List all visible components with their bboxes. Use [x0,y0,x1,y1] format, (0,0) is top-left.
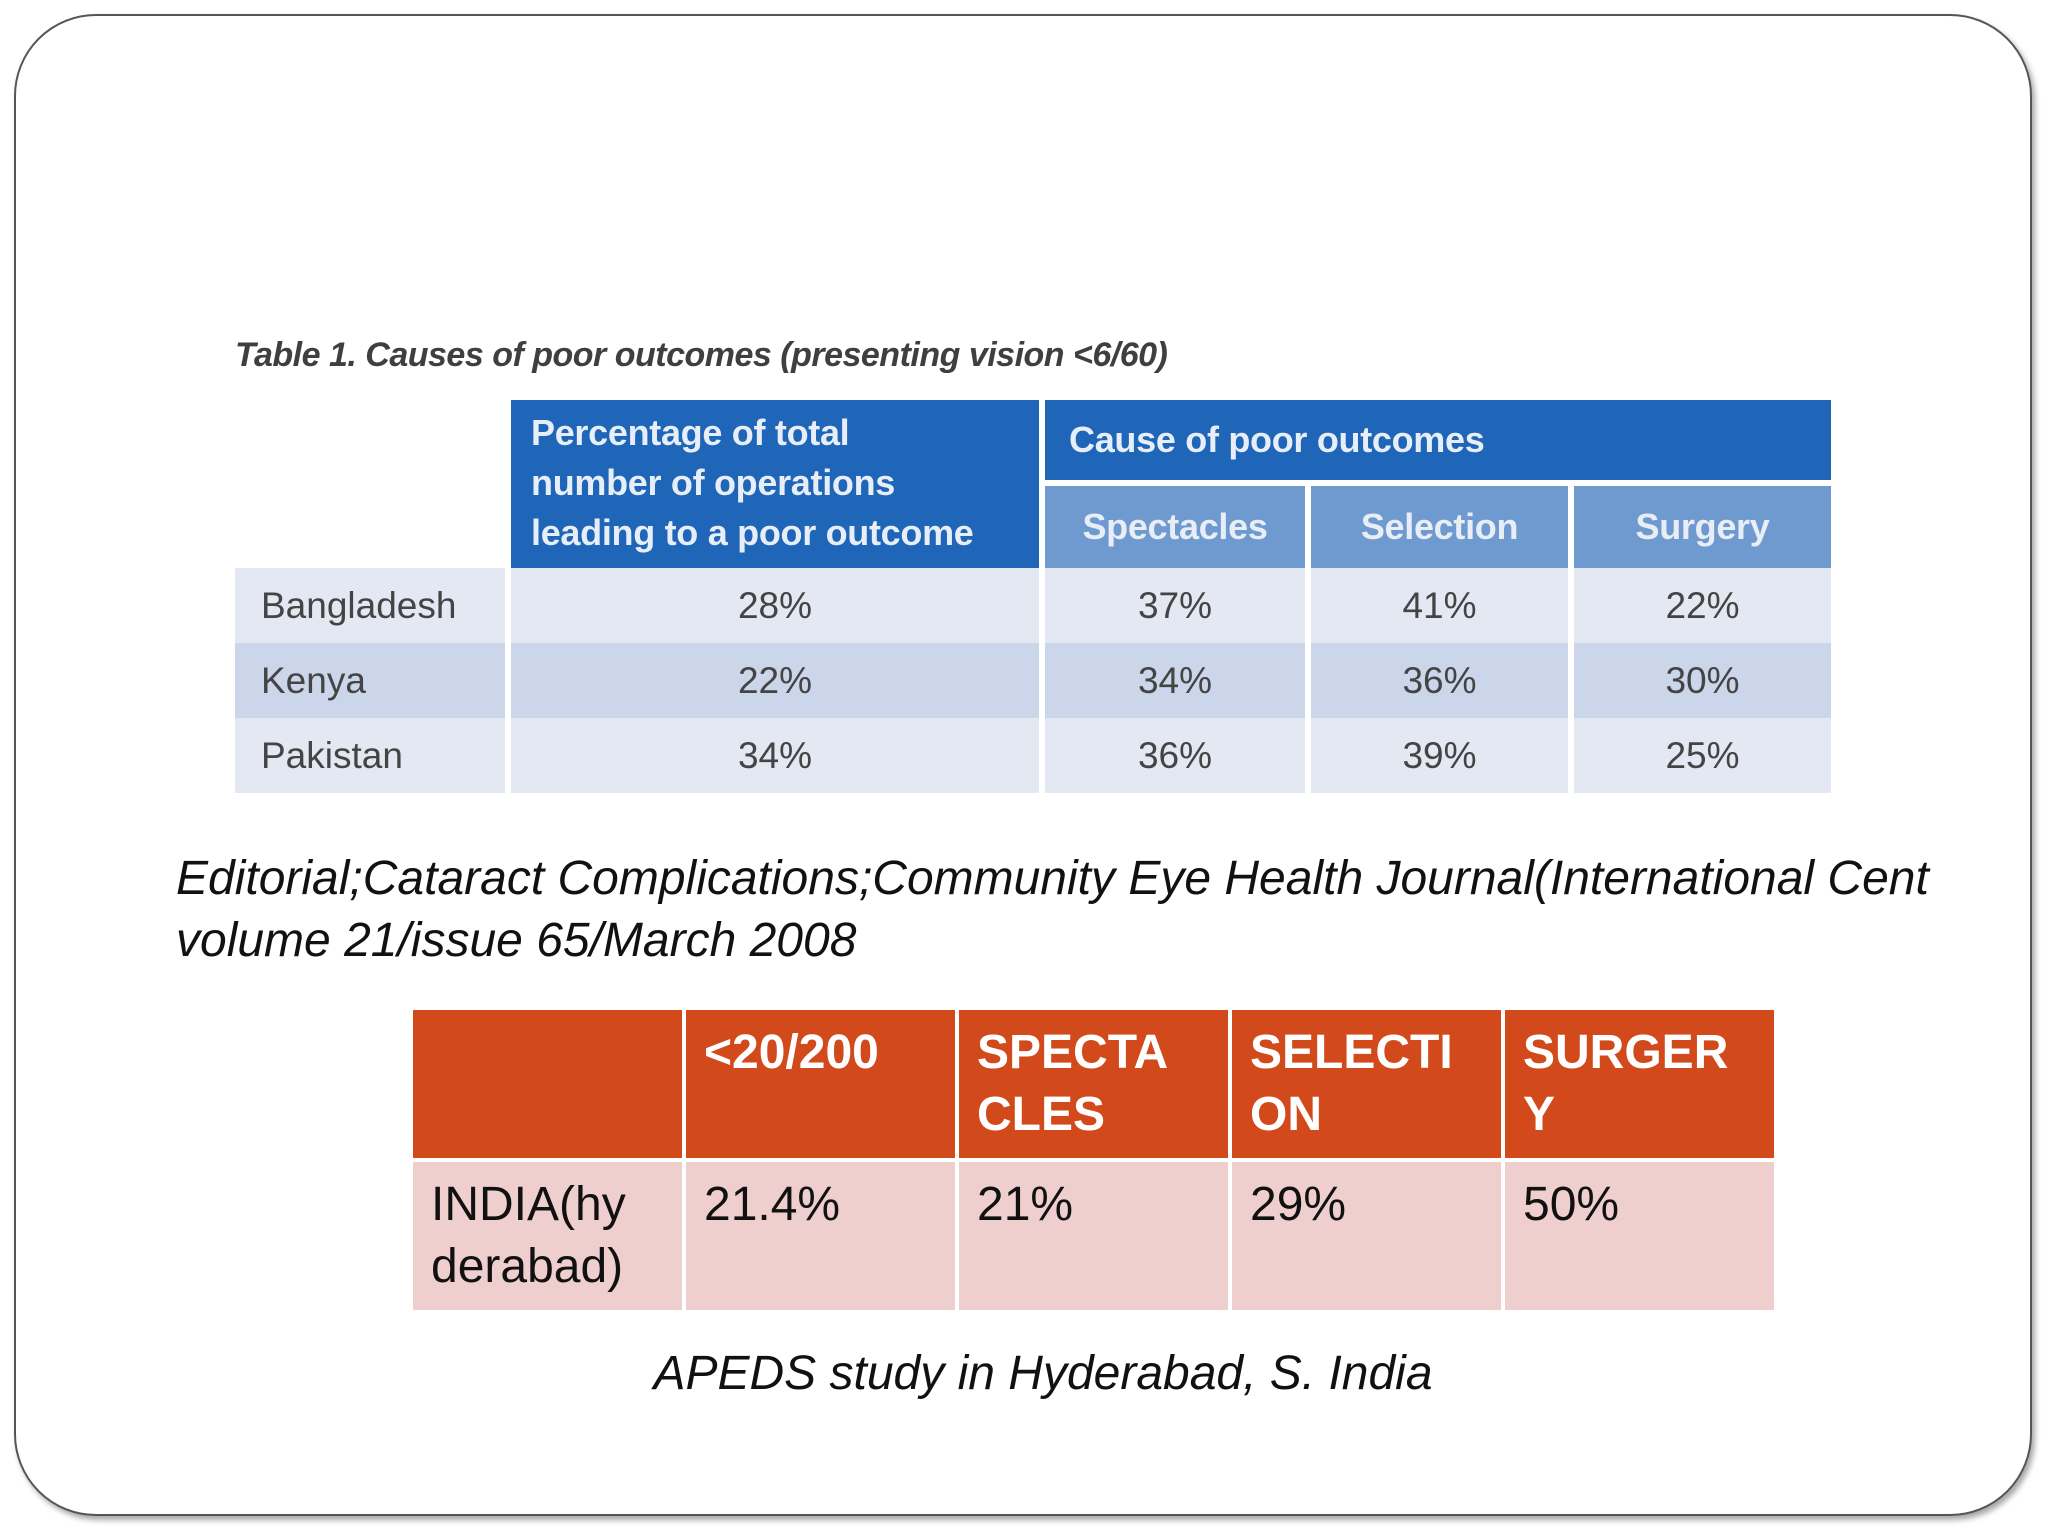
table1-percent: 22% [511,643,1039,718]
table2: <20/200 SPECTA CLES SELECTI ON SURGER Y … [409,1006,1778,1314]
table1-subheader-surgery: Surgery [1574,480,1831,568]
table1-spectacles: 34% [1045,643,1305,718]
table1: Percentage of total number of operations… [229,400,1837,793]
table1-surgery: 22% [1574,568,1831,643]
table-row: INDIA(hy derabad) 21.4% 21% 29% 50% [409,1158,1778,1314]
table1-subheader-selection: Selection [1311,480,1568,568]
table1-selection: 39% [1311,718,1568,793]
table2-header-spectacles: SPECTA CLES [955,1006,1232,1162]
table2-cell-line: 29% [1250,1178,1347,1231]
table1-country: Bangladesh [235,568,505,643]
table2-header-surgery: SURGER Y [1501,1006,1778,1162]
table1-spectacles: 37% [1045,568,1305,643]
table2-surgery-value: 50% [1501,1158,1778,1314]
table2-header-line: CLES [977,1088,1106,1141]
table-row: Bangladesh 28% 37% 41% 22% [235,568,1831,643]
table2-vision-value: 21.4% [682,1158,959,1314]
table1-selection: 41% [1311,568,1568,643]
table1-header-line: leading to a poor outcome [531,512,974,553]
table2-header-line: SELECTI [1250,1026,1453,1079]
table2-header-line: Y [1523,1088,1556,1141]
table1-blank-header [235,400,505,568]
table1-subheader-spectacles: Spectacles [1045,480,1305,568]
apeds-caption: APEDS study in Hyderabad, S. India [653,1347,1433,1400]
table2-cell-line: 21% [977,1178,1074,1231]
table2-header-row: <20/200 SPECTA CLES SELECTI ON SURGER Y [409,1006,1778,1162]
table2-selection-value: 29% [1228,1158,1505,1314]
table2-cell-line: 21.4% [704,1178,841,1231]
table1-header-percentage: Percentage of total number of operations… [511,400,1039,568]
table1-spectacles: 36% [1045,718,1305,793]
table1-header-line: Percentage of total [531,412,850,453]
table-row: Pakistan 34% 36% 39% 25% [235,718,1831,793]
table2-cell-line: INDIA(hy [431,1178,626,1231]
table1-header-cause: Cause of poor outcomes [1045,400,1831,480]
table2-country: INDIA(hy derabad) [409,1158,686,1314]
table2-cell-line: derabad) [431,1240,624,1293]
table-row: Kenya 22% 34% 36% 30% [235,643,1831,718]
citation-line: volume 21/issue 65/March 2008 [176,914,857,967]
citation: Editorial;Cataract Complications;Communi… [176,848,2036,972]
table2-header-blank [409,1006,686,1162]
table1-caption: Table 1. Causes of poor outcomes (presen… [235,336,1168,374]
table2-header-line: ON [1250,1088,1322,1141]
table2-header-line: SURGER [1523,1026,1729,1079]
table1-percent: 34% [511,718,1039,793]
table2-header-line: <20/200 [704,1026,879,1079]
table2-header-vision: <20/200 [682,1006,959,1162]
table2-header-line: SPECTA [977,1026,1169,1079]
table1-surgery: 25% [1574,718,1831,793]
table1-header-line: number of operations [531,462,896,503]
citation-line: Editorial;Cataract Complications;Communi… [176,852,1929,905]
table2-spectacles-value: 21% [955,1158,1232,1314]
table1-selection: 36% [1311,643,1568,718]
table1-percent: 28% [511,568,1039,643]
table1-country: Kenya [235,643,505,718]
table1-country: Pakistan [235,718,505,793]
table2-header-selection: SELECTI ON [1228,1006,1505,1162]
table2-cell-line: 50% [1523,1178,1620,1231]
table1-surgery: 30% [1574,643,1831,718]
